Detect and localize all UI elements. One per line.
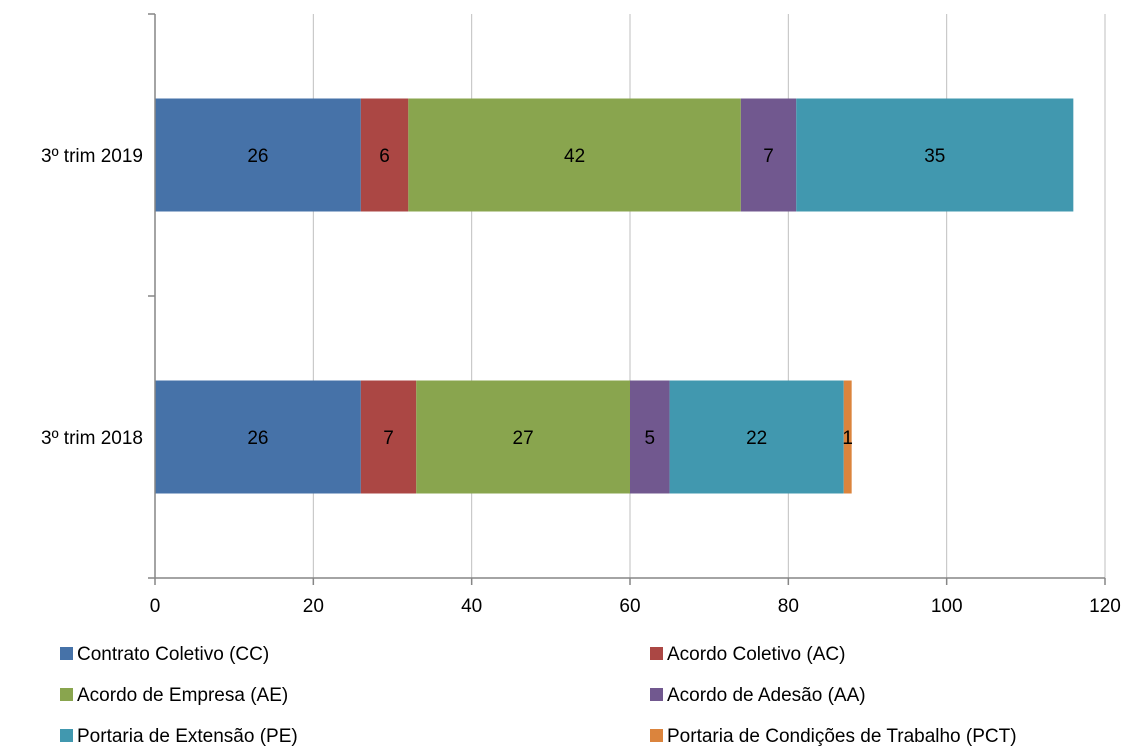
legend-label: Acordo Coletivo (AC)	[667, 644, 845, 665]
data-label: 26	[247, 146, 268, 167]
data-label: 7	[763, 146, 774, 167]
bars	[155, 98, 1074, 494]
category-label: 3º trim 2018	[41, 428, 143, 449]
legend-swatch	[650, 647, 663, 660]
bar-segment	[155, 380, 361, 494]
legend-label: Acordo de Adesão (AA)	[667, 685, 866, 706]
legend-swatch	[60, 647, 73, 660]
data-label: 42	[564, 146, 585, 167]
legend-label: Contrato Coletivo (CC)	[77, 644, 269, 665]
bar-segment	[669, 380, 844, 494]
legend-label: Portaria de Condições de Trabalho (PCT)	[667, 726, 1017, 747]
bar-segment	[155, 98, 361, 212]
data-label: 7	[383, 428, 394, 449]
x-tick-label: 0	[150, 596, 161, 617]
x-tick-label: 120	[1089, 596, 1121, 617]
bar-segment	[360, 380, 417, 494]
data-label: 6	[379, 146, 390, 167]
data-label: 1	[842, 428, 853, 449]
data-label: 22	[746, 428, 767, 449]
bar-segment	[360, 98, 409, 212]
bar-segment	[408, 98, 741, 212]
data-label: 27	[513, 428, 534, 449]
x-tick-label: 100	[931, 596, 963, 617]
x-tick-label: 80	[778, 596, 799, 617]
legend-swatch	[60, 729, 73, 742]
legend: Contrato Coletivo (CC) Acordo Coletivo (A…	[60, 644, 1017, 747]
data-label: 26	[247, 428, 268, 449]
bar-segment	[843, 380, 852, 494]
bar-segment	[630, 380, 670, 494]
bar-segment	[796, 98, 1074, 212]
legend-label: Portaria de Extensão (PE)	[77, 726, 298, 747]
data-label: 5	[645, 428, 656, 449]
legend-swatch	[60, 688, 73, 701]
x-tick-label: 20	[303, 596, 324, 617]
legend-swatch	[650, 729, 663, 742]
x-tick-label: 60	[619, 596, 640, 617]
axes: 3º trim 2019 3º trim 2018 0 20 40 60 80 100 120	[41, 13, 1121, 617]
bar-segment	[740, 98, 797, 212]
bar-segment	[416, 380, 630, 494]
legend-label: Acordo de Empresa (AE)	[77, 685, 288, 706]
category-label: 3º trim 2019	[41, 146, 143, 167]
x-tick-label: 40	[461, 596, 482, 617]
data-labels: 26 6 42 7 35 26 7 27 5 22 1	[247, 146, 945, 449]
data-label: 35	[924, 146, 945, 167]
legend-swatch	[650, 688, 663, 701]
